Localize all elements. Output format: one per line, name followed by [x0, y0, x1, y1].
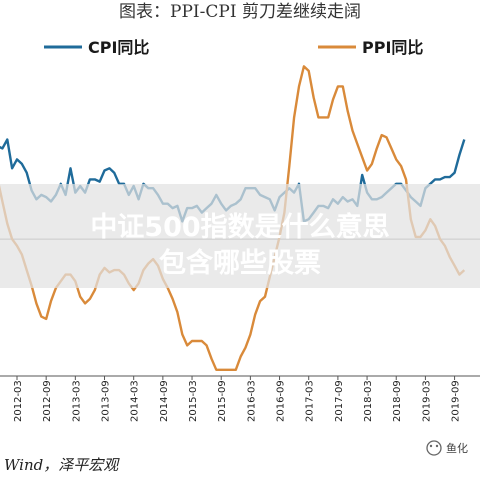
overlay-headline: 中证500指数是什么意思: [90, 211, 389, 243]
x-tick-label: 2019-03: [421, 380, 432, 422]
overlay-banner: [0, 184, 480, 288]
x-tick-label: 2013-03: [71, 380, 82, 422]
legend-label-ppi: PPI同比: [362, 38, 423, 57]
watermark: 鱼化: [426, 440, 468, 456]
overlay-subheadline: 包含哪些股票: [159, 247, 321, 279]
x-tick-label: 2016-09: [276, 380, 287, 422]
source-note: Wind，泽平宏观: [4, 456, 120, 474]
x-tick-label: 2012-03: [13, 380, 24, 422]
x-tick-label: 2014-03: [130, 380, 141, 422]
wechat-icon-eye-left: [429, 444, 433, 448]
x-tick-label: 2019-09: [451, 380, 462, 422]
x-tick-label: 2013-09: [101, 380, 112, 422]
legend: CPI同比 PPI同比: [44, 38, 423, 57]
x-tick-label: 2016-03: [246, 380, 257, 422]
legend-label-cpi: CPI同比: [88, 38, 149, 57]
x-tick-label: 2015-09: [217, 380, 228, 422]
x-tick-label: 2017-09: [334, 380, 345, 422]
chart-title: 图表：PPI-CPI 剪刀差继续走阔: [119, 2, 361, 22]
watermark-text: 鱼化: [446, 441, 468, 455]
x-tick-label: 2014-09: [159, 380, 170, 422]
x-tick-label: 2012-09: [42, 380, 53, 422]
x-tick-label: 2018-03: [363, 380, 374, 422]
x-tick-label: 2017-03: [305, 380, 316, 422]
x-tick-label: 2018-09: [392, 380, 403, 422]
wechat-icon: [426, 440, 442, 456]
x-axis: 2012-03 2012-09 2013-03 2013-09 2014-03 2014-…: [0, 375, 480, 422]
wechat-icon-eye-right: [435, 444, 439, 448]
x-tick-label: 2015-03: [188, 380, 199, 422]
